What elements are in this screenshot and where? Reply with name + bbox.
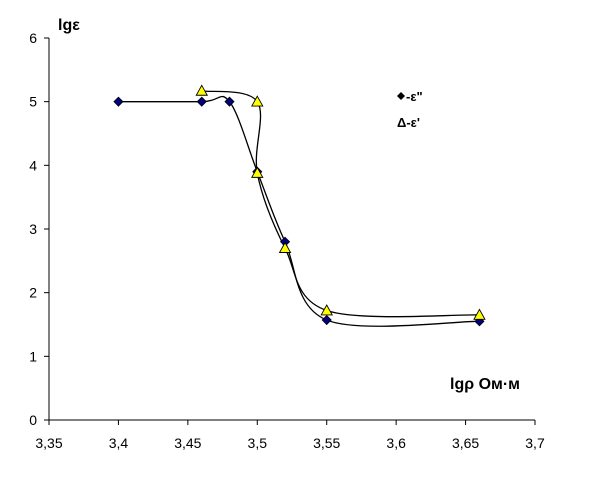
y-tick-label: 6 xyxy=(29,30,37,46)
x-tick-label: 3,4 xyxy=(109,435,129,451)
series-line-2 xyxy=(201,90,480,318)
y-tick-label: 4 xyxy=(29,157,37,173)
x-tick-label: 3,6 xyxy=(386,435,406,451)
x-ticks: 3,35 3,4 3,45 3,5 3,55 3,6 3,65 3,7 xyxy=(35,420,545,451)
legend: -ε" Δ-ε' xyxy=(397,89,423,130)
legend-entry-eps-prime: Δ-ε' xyxy=(397,115,420,130)
y-tick-label: 1 xyxy=(29,348,37,364)
y-tick-label: 0 xyxy=(29,412,37,428)
y-ticks: 0 1 2 3 4 5 6 xyxy=(29,30,49,428)
data-point-diamond xyxy=(196,96,207,107)
x-tick-label: 3,45 xyxy=(174,435,201,451)
legend-label-eps-double-prime: -ε" xyxy=(406,89,423,104)
x-tick-label: 3,35 xyxy=(35,435,62,451)
data-point-triangle xyxy=(251,95,264,107)
legend-diamond-marker xyxy=(397,92,405,100)
x-tick-label: 3,7 xyxy=(525,435,545,451)
data-point-triangle xyxy=(473,308,486,320)
data-point-diamond xyxy=(113,96,124,107)
y-tick-label: 2 xyxy=(29,285,37,301)
data-point-diamond xyxy=(321,314,332,326)
markers xyxy=(113,84,486,327)
series-line-1 xyxy=(118,95,480,327)
data-point-triangle xyxy=(320,304,333,316)
legend-label-eps-prime: Δ-ε' xyxy=(397,115,420,130)
curves xyxy=(118,90,480,327)
x-axis-title: lgρ Ом·м xyxy=(450,376,520,393)
x-tick-label: 3,55 xyxy=(313,435,340,451)
y-axis-title: lgε xyxy=(58,17,80,34)
data-point-triangle xyxy=(278,241,292,253)
data-point-triangle xyxy=(251,166,264,178)
axes xyxy=(48,38,535,421)
y-tick-label: 3 xyxy=(29,221,37,237)
x-tick-label: 3,5 xyxy=(248,435,268,451)
legend-entry-eps-double-prime: -ε" xyxy=(397,89,423,104)
y-tick-label: 5 xyxy=(29,94,37,110)
data-point-diamond xyxy=(224,96,235,107)
x-tick-label: 3,65 xyxy=(452,435,479,451)
data-point-triangle xyxy=(195,84,209,96)
